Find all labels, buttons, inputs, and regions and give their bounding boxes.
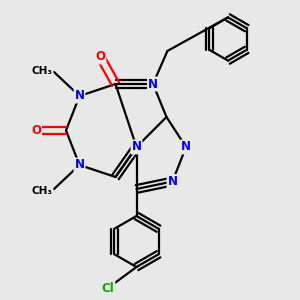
Text: Cl: Cl [102, 281, 114, 295]
Text: N: N [74, 158, 85, 172]
Text: O: O [95, 50, 106, 64]
Text: N: N [148, 77, 158, 91]
Text: N: N [131, 140, 142, 154]
Text: N: N [181, 140, 191, 154]
Text: CH₃: CH₃ [32, 185, 52, 196]
Text: N: N [74, 89, 85, 103]
Text: CH₃: CH₃ [32, 65, 52, 76]
Text: N: N [167, 175, 178, 188]
Text: O: O [31, 124, 41, 137]
